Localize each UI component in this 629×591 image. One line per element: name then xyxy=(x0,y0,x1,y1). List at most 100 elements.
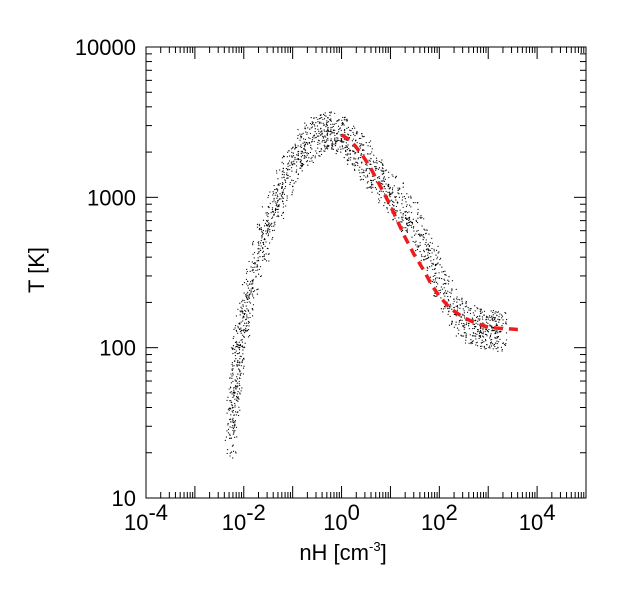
data-point xyxy=(378,176,380,178)
data-point xyxy=(233,431,235,433)
data-point xyxy=(349,150,352,152)
data-point xyxy=(402,212,404,215)
data-point xyxy=(326,120,328,122)
data-point xyxy=(271,208,273,210)
data-point xyxy=(284,185,287,188)
data-point xyxy=(240,355,242,358)
data-point xyxy=(405,210,407,213)
data-point xyxy=(361,143,363,145)
data-point xyxy=(388,176,390,179)
data-point xyxy=(482,318,484,320)
data-point xyxy=(273,214,275,216)
data-point xyxy=(362,136,364,138)
data-point xyxy=(484,338,487,341)
x-tick-label: 10-2 xyxy=(222,500,266,535)
data-point xyxy=(237,308,239,310)
data-point xyxy=(438,277,441,279)
data-point xyxy=(357,162,359,164)
data-point xyxy=(341,122,343,125)
data-point xyxy=(339,140,341,142)
data-point xyxy=(249,316,251,319)
data-point xyxy=(356,142,358,144)
data-point xyxy=(298,150,300,152)
data-point xyxy=(491,338,493,341)
data-point xyxy=(267,219,269,221)
data-point xyxy=(330,140,332,142)
data-point xyxy=(429,266,431,268)
data-point xyxy=(294,146,297,148)
data-point xyxy=(395,176,397,178)
data-point xyxy=(241,341,244,343)
data-point xyxy=(495,332,497,334)
data-point xyxy=(236,397,238,399)
data-point xyxy=(245,330,247,332)
data-point xyxy=(281,182,284,184)
data-point xyxy=(404,198,406,200)
data-point xyxy=(238,328,241,331)
data-point xyxy=(366,182,368,184)
data-point xyxy=(304,127,306,130)
data-point xyxy=(256,226,259,228)
data-point xyxy=(471,340,474,343)
data-point xyxy=(408,218,411,220)
data-point xyxy=(435,264,437,266)
data-point xyxy=(295,165,298,167)
data-point xyxy=(494,331,497,333)
data-point xyxy=(401,193,403,195)
data-point xyxy=(450,323,453,325)
data-point xyxy=(307,152,310,155)
data-point xyxy=(447,307,449,310)
data-point xyxy=(274,221,276,223)
data-point xyxy=(277,189,279,191)
data-point xyxy=(472,332,475,334)
data-point xyxy=(282,189,285,191)
data-point xyxy=(241,360,244,362)
data-point xyxy=(442,308,444,310)
data-point xyxy=(456,327,459,329)
data-point xyxy=(309,122,312,125)
data-point xyxy=(444,290,447,292)
data-point xyxy=(417,208,419,210)
data-point xyxy=(380,169,382,171)
data-point xyxy=(250,281,252,283)
data-point xyxy=(425,232,427,234)
data-point xyxy=(274,209,277,212)
data-point xyxy=(238,388,241,390)
data-point xyxy=(374,165,376,168)
data-point xyxy=(302,164,305,166)
data-point xyxy=(289,155,291,157)
data-point xyxy=(239,343,241,346)
data-point xyxy=(486,315,488,317)
data-point xyxy=(442,271,445,273)
data-point xyxy=(308,137,310,139)
data-point xyxy=(243,281,246,284)
data-point xyxy=(494,337,497,339)
data-point xyxy=(266,221,268,223)
data-point xyxy=(332,125,334,128)
data-point xyxy=(234,451,237,453)
data-point xyxy=(227,432,230,434)
data-point xyxy=(264,222,267,224)
data-point xyxy=(501,350,503,352)
data-point xyxy=(238,398,240,400)
data-point xyxy=(417,246,420,248)
data-point xyxy=(236,376,238,378)
data-point xyxy=(443,287,445,289)
data-point xyxy=(417,229,419,232)
data-point xyxy=(489,319,491,321)
data-point xyxy=(236,342,238,344)
data-point xyxy=(233,432,235,434)
data-point xyxy=(370,184,373,186)
data-point xyxy=(475,338,477,340)
data-point xyxy=(417,212,419,214)
data-point xyxy=(262,229,264,232)
data-point xyxy=(337,139,340,141)
data-point xyxy=(345,119,347,121)
data-point xyxy=(488,328,490,331)
data-point xyxy=(497,346,499,348)
data-point xyxy=(329,118,331,121)
data-point xyxy=(252,304,255,306)
data-point xyxy=(492,316,494,318)
data-point xyxy=(327,127,329,129)
data-point xyxy=(314,130,316,133)
